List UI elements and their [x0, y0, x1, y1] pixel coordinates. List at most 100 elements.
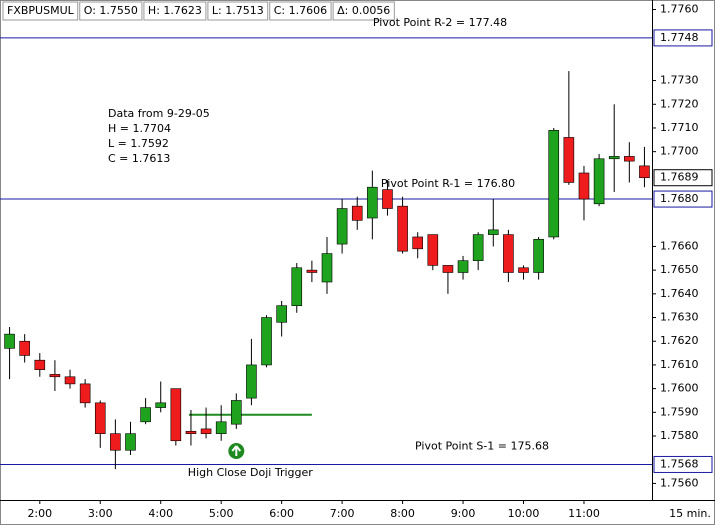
candle-body: [64, 376, 76, 385]
x-tick-label: 7:00: [330, 507, 355, 520]
last-price-box: [653, 169, 713, 187]
x-tick-label: 4:00: [148, 507, 173, 520]
candle-body: [246, 364, 257, 399]
candle-body: [624, 156, 635, 162]
y-tick-label: 1.7650: [660, 263, 699, 276]
y-tick-label: 1.7710: [660, 121, 699, 134]
candle-body: [125, 433, 136, 451]
data-note: Data from 9-29-05: [108, 107, 210, 120]
level-label: 1.7680: [660, 192, 699, 205]
candle-body: [170, 388, 182, 442]
data-note: C = 1.7613: [108, 152, 170, 165]
candle-body: [336, 208, 348, 245]
y-tick-label: 1.7560: [660, 476, 699, 489]
y-tick-label: 1.7730: [660, 74, 699, 87]
pivot-annotation: Pivot Point S-1 = 175.68: [415, 439, 549, 452]
y-tick-label: 1.7720: [660, 97, 699, 110]
y-tick-label: 1.7610: [660, 358, 699, 371]
header-item: H: 1.7623: [148, 4, 202, 17]
candle-body: [412, 236, 423, 250]
candle-body: [19, 340, 30, 356]
candle-body: [518, 267, 529, 273]
candle-body: [49, 374, 61, 378]
level-label-box: [653, 455, 713, 473]
candle-body: [578, 172, 590, 200]
level-label: 1.7748: [660, 31, 699, 44]
candle-body: [140, 407, 151, 423]
last-price-label: 1.7689: [660, 171, 699, 184]
candle-body: [503, 234, 514, 273]
candle-body: [367, 186, 378, 219]
x-tick-label: 6:00: [269, 507, 294, 520]
x-tick-label: 2:00: [27, 507, 52, 520]
trigger-label: High Close Doji Trigger: [188, 466, 313, 479]
candle-body: [548, 130, 560, 238]
x-tick-label: 3:00: [88, 507, 113, 520]
x-tick-label: 10:00: [508, 507, 540, 520]
x-tick-label: 9:00: [451, 507, 476, 520]
candle-body: [639, 165, 650, 179]
y-tick-label: 1.7600: [660, 382, 699, 395]
candle-body: [382, 189, 393, 209]
data-note: H = 1.7704: [108, 122, 171, 135]
data-note: L = 1.7592: [108, 137, 169, 150]
candle-body: [291, 267, 303, 306]
candle-body: [231, 400, 242, 425]
candle-body: [155, 402, 167, 408]
pivot-annotation: Pivot Point R-1 = 176.80: [381, 177, 515, 190]
candle-body: [185, 430, 197, 434]
header-item: O: 1.7550: [84, 4, 138, 17]
candle-body: [306, 269, 318, 273]
trigger-arrow: [231, 445, 242, 456]
candle-body: [215, 421, 227, 434]
y-tick-label: 1.7700: [660, 145, 699, 158]
y-tick-label: 1.7640: [660, 287, 699, 300]
y-tick-label: 1.7660: [660, 239, 699, 252]
level-label: 1.7568: [660, 457, 699, 470]
candle-body: [533, 239, 544, 273]
candle-body: [110, 433, 121, 451]
level-label-box: [653, 29, 713, 47]
candle-body: [276, 305, 287, 323]
candle-body: [608, 156, 620, 160]
candle-body: [593, 158, 605, 205]
header-box: [143, 1, 207, 21]
candle-body: [200, 428, 212, 434]
candle-body: [34, 359, 46, 370]
header-box: [79, 1, 143, 21]
x-tick-label: 5:00: [209, 507, 234, 520]
header-box: [2, 1, 79, 21]
header-box: [269, 1, 332, 21]
candle-body: [563, 137, 575, 183]
header-item: FXBPUSMUL: [7, 4, 75, 17]
candle-body: [351, 205, 363, 221]
candle-body: [261, 317, 272, 366]
candle-body: [457, 260, 469, 273]
candle-body: [321, 253, 333, 283]
level-label-box: [653, 190, 713, 208]
header-box: [207, 1, 269, 21]
y-tick-label: 1.7590: [660, 405, 699, 418]
candle-body: [4, 333, 15, 349]
pivot-annotation: Pivot Point R-2 = 177.48: [373, 16, 507, 29]
header-item: L: 1.7513: [212, 4, 264, 17]
x-tick-label: 8:00: [390, 507, 415, 520]
header: FXBPUSMUL O: 1.7550 H: 1.7623 L: 1.7513 C: 1…: [2, 1, 395, 21]
header-item: Δ: 0.0056: [337, 4, 390, 17]
candle-body: [79, 383, 91, 404]
y-tick-label: 1.7620: [660, 334, 699, 347]
header-item: C: 1.7606: [274, 4, 327, 17]
candle-body: [397, 205, 408, 252]
x-unit-label: 15 min.: [669, 507, 711, 520]
header-box: [332, 1, 395, 21]
y-tick-label: 1.7580: [660, 429, 699, 442]
candle-body: [94, 402, 106, 434]
candle-body: [442, 265, 454, 273]
y-tick-label: 1.7630: [660, 311, 699, 324]
candle-body: [472, 234, 484, 261]
candle-body: [427, 234, 439, 266]
y-tick-label: 1.7760: [660, 2, 699, 15]
x-tick-label: 11:00: [568, 507, 600, 520]
